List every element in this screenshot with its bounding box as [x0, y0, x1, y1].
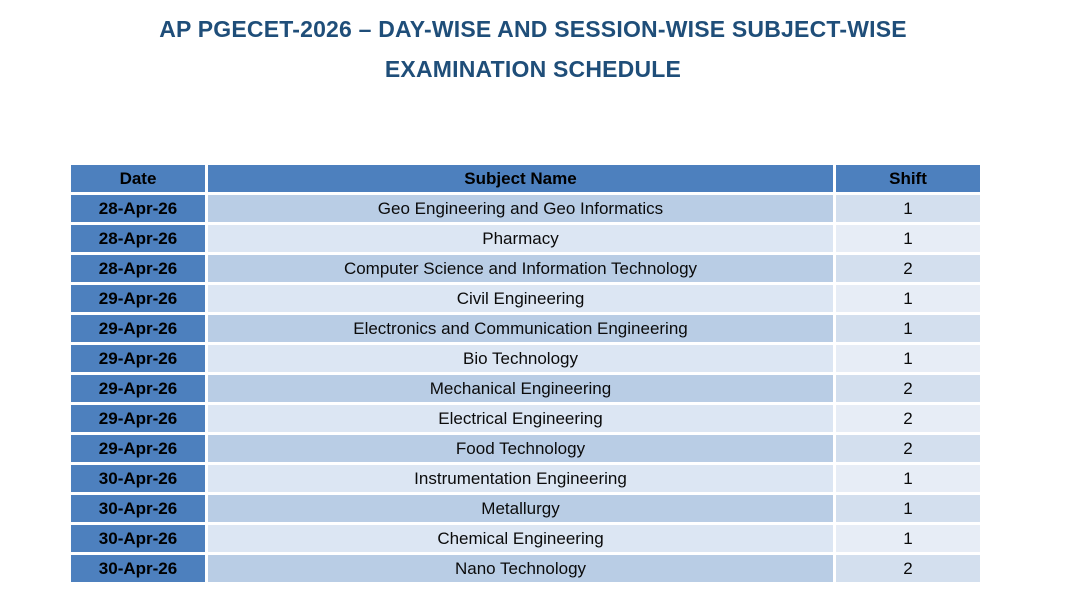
shift-cell: 2 [833, 402, 983, 435]
subject-cell: Nano Technology [205, 552, 836, 585]
column-header-subject-name: Subject Name [205, 162, 836, 195]
subject-cell: Computer Science and Information Technol… [205, 252, 836, 285]
date-cell: 30-Apr-26 [68, 492, 208, 525]
table-row: 28-Apr-26 Pharmacy 1 [68, 222, 983, 255]
exam-schedule-page: AP PGECET-2026 – DAY-WISE AND SESSION-WI… [0, 10, 1066, 600]
subject-cell: Instrumentation Engineering [205, 462, 836, 495]
table-row: 29-Apr-26 Bio Technology 1 [68, 342, 983, 375]
shift-cell: 2 [833, 372, 983, 405]
subject-cell: Civil Engineering [205, 282, 836, 315]
date-cell: 29-Apr-26 [68, 402, 208, 435]
shift-cell: 1 [833, 282, 983, 315]
column-header-shift: Shift [833, 162, 983, 195]
shift-cell: 1 [833, 312, 983, 345]
subject-cell: Metallurgy [205, 492, 836, 525]
table-row: 29-Apr-26 Food Technology 2 [68, 432, 983, 465]
date-cell: 29-Apr-26 [68, 312, 208, 345]
date-cell: 29-Apr-26 [68, 282, 208, 315]
date-cell: 29-Apr-26 [68, 372, 208, 405]
exam-schedule-table: Date Subject Name Shift 28-Apr-26 Geo En… [68, 162, 983, 585]
date-cell: 29-Apr-26 [68, 342, 208, 375]
subject-cell: Mechanical Engineering [205, 372, 836, 405]
subject-cell: Bio Technology [205, 342, 836, 375]
shift-cell: 1 [833, 492, 983, 525]
table-row: 29-Apr-26 Mechanical Engineering 2 [68, 372, 983, 405]
date-cell: 28-Apr-26 [68, 192, 208, 225]
subject-cell: Pharmacy [205, 222, 836, 255]
table-row: 30-Apr-26 Chemical Engineering 1 [68, 522, 983, 555]
table-header-row: Date Subject Name Shift [68, 162, 983, 195]
shift-cell: 1 [833, 342, 983, 375]
table-row: 29-Apr-26 Electrical Engineering 2 [68, 402, 983, 435]
column-header-date: Date [68, 162, 208, 195]
shift-cell: 1 [833, 222, 983, 255]
date-cell: 28-Apr-26 [68, 222, 208, 255]
date-cell: 29-Apr-26 [68, 432, 208, 465]
subject-cell: Electrical Engineering [205, 402, 836, 435]
subject-cell: Geo Engineering and Geo Informatics [205, 192, 836, 225]
table-row: 30-Apr-26 Metallurgy 1 [68, 492, 983, 525]
table-row: 29-Apr-26 Civil Engineering 1 [68, 282, 983, 315]
table-row: 30-Apr-26 Nano Technology 2 [68, 552, 983, 585]
subject-cell: Food Technology [205, 432, 836, 465]
table-row: 28-Apr-26 Geo Engineering and Geo Inform… [68, 192, 983, 225]
date-cell: 28-Apr-26 [68, 252, 208, 285]
shift-cell: 1 [833, 462, 983, 495]
table-row: 29-Apr-26 Electronics and Communication … [68, 312, 983, 345]
date-cell: 30-Apr-26 [68, 462, 208, 495]
page-title: AP PGECET-2026 – DAY-WISE AND SESSION-WI… [0, 10, 1066, 89]
shift-cell: 1 [833, 192, 983, 225]
shift-cell: 2 [833, 252, 983, 285]
shift-cell: 2 [833, 552, 983, 585]
table-row: 30-Apr-26 Instrumentation Engineering 1 [68, 462, 983, 495]
date-cell: 30-Apr-26 [68, 522, 208, 555]
shift-cell: 2 [833, 432, 983, 465]
subject-cell: Electronics and Communication Engineerin… [205, 312, 836, 345]
table-row: 28-Apr-26 Computer Science and Informati… [68, 252, 983, 285]
subject-cell: Chemical Engineering [205, 522, 836, 555]
table-body: 28-Apr-26 Geo Engineering and Geo Inform… [68, 192, 983, 585]
shift-cell: 1 [833, 522, 983, 555]
date-cell: 30-Apr-26 [68, 552, 208, 585]
page-title-line-2: EXAMINATION SCHEDULE [384, 55, 682, 82]
page-title-line-1: AP PGECET-2026 – DAY-WISE AND SESSION-WI… [159, 16, 907, 42]
